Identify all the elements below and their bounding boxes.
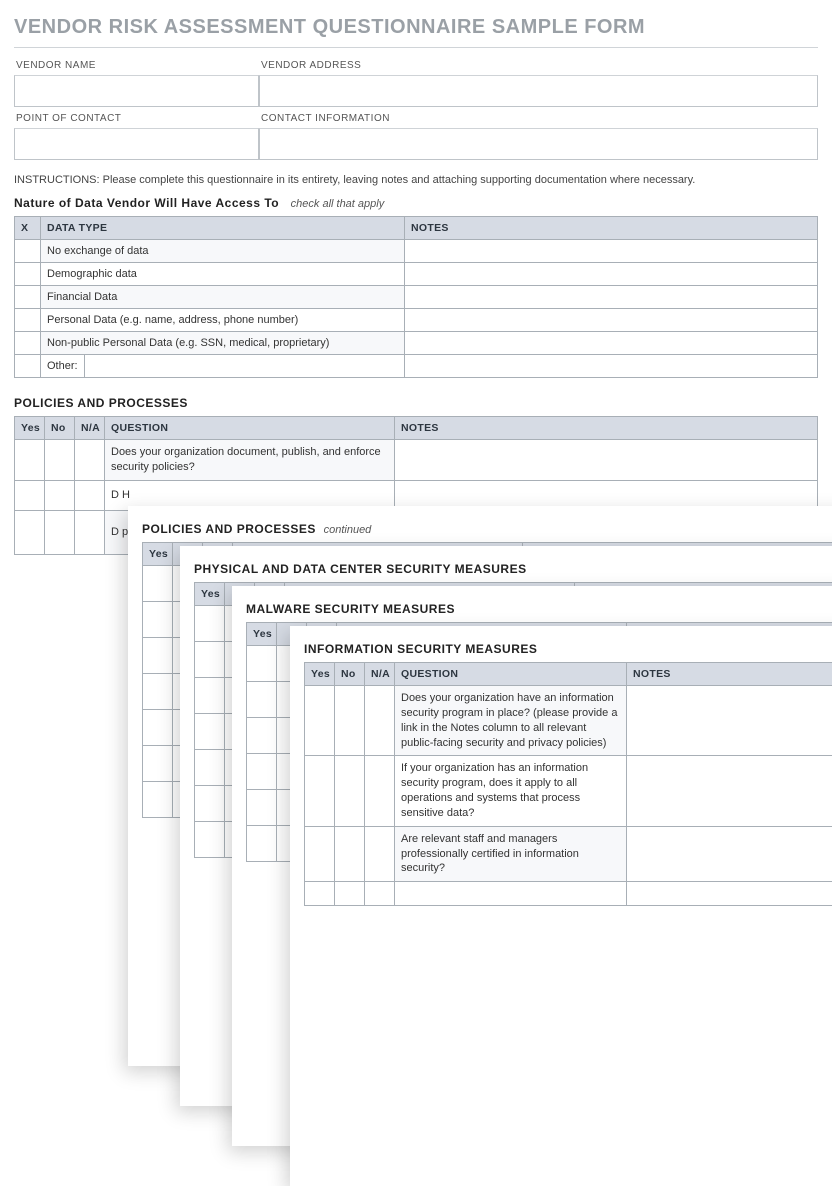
vendor-name-label: VENDOR NAME (14, 58, 259, 75)
form-title: VENDOR RISK ASSESSMENT QUESTIONNAIRE SAM… (14, 12, 818, 48)
notes-cell[interactable] (405, 263, 818, 286)
data-access-title: Nature of Data Vendor Will Have Access T… (14, 196, 818, 210)
field-vendor-name: VENDOR NAME (14, 58, 259, 107)
no-cell[interactable] (45, 510, 75, 554)
info-table: Yes No N/A QUESTION NOTES Does your orga… (304, 662, 832, 906)
yes-cell[interactable] (305, 686, 335, 756)
no-cell[interactable] (335, 686, 365, 756)
yes-cell[interactable] (305, 882, 335, 906)
col-no: No (45, 417, 75, 440)
col-no: No (335, 663, 365, 686)
na-cell[interactable] (365, 882, 395, 906)
data-type-cell: Demographic data (41, 263, 405, 286)
col-yes: Yes (143, 543, 173, 566)
notes-cell[interactable] (627, 882, 832, 906)
no-cell[interactable] (45, 480, 75, 510)
poc-label: POINT OF CONTACT (14, 111, 259, 128)
na-cell[interactable] (75, 510, 105, 554)
contact-info-label: CONTACT INFORMATION (259, 111, 818, 128)
continued-label: continued (324, 524, 372, 536)
na-cell[interactable] (75, 480, 105, 510)
malware-title: MALWARE SECURITY MEASURES (246, 602, 832, 616)
check-cell[interactable] (15, 263, 41, 286)
notes-cell[interactable] (627, 826, 832, 882)
form-page-5: INFORMATION SECURITY MEASURES Yes No N/A… (290, 626, 832, 1186)
col-yes: Yes (247, 623, 277, 646)
data-type-cell: Personal Data (e.g. name, address, phone… (41, 309, 405, 332)
no-cell[interactable] (335, 882, 365, 906)
notes-cell[interactable] (405, 286, 818, 309)
data-type-cell: No exchange of data (41, 240, 405, 263)
data-type-table: X DATA TYPE NOTES No exchange of data De… (14, 216, 818, 378)
check-cell[interactable] (15, 332, 41, 355)
data-access-title-text: Nature of Data Vendor Will Have Access T… (14, 196, 279, 210)
check-cell[interactable] (15, 309, 41, 332)
col-question: QUESTION (395, 663, 627, 686)
policies-cont-title: POLICIES AND PROCESSES continued (142, 522, 832, 536)
yes-cell[interactable] (143, 566, 173, 602)
yes-cell[interactable] (15, 480, 45, 510)
col-yes: Yes (15, 417, 45, 440)
field-contact-info: CONTACT INFORMATION (259, 111, 818, 160)
na-cell[interactable] (365, 756, 395, 826)
field-row-1: VENDOR NAME VENDOR ADDRESS (14, 58, 818, 107)
question-cell: If your organization has an information … (395, 756, 627, 826)
notes-cell[interactable] (405, 332, 818, 355)
notes-cell[interactable] (405, 309, 818, 332)
na-cell[interactable] (365, 826, 395, 882)
no-cell[interactable] (45, 440, 75, 481)
check-cell[interactable] (15, 240, 41, 263)
check-cell[interactable] (15, 286, 41, 309)
physical-title: PHYSICAL AND DATA CENTER SECURITY MEASUR… (194, 562, 832, 576)
field-row-2: POINT OF CONTACT CONTACT INFORMATION (14, 111, 818, 160)
policies-title: POLICIES AND PROCESSES (14, 396, 818, 410)
col-notes: NOTES (405, 217, 818, 240)
col-x: X (15, 217, 41, 240)
instructions-text: INSTRUCTIONS: Please complete this quest… (14, 174, 818, 186)
yes-cell[interactable] (15, 440, 45, 481)
data-type-cell: Non-public Personal Data (e.g. SSN, medi… (41, 332, 405, 355)
data-type-cell: Other: (41, 355, 405, 378)
check-cell[interactable] (15, 355, 41, 378)
question-cell (395, 882, 627, 906)
col-yes: Yes (305, 663, 335, 686)
contact-info-input[interactable] (259, 128, 818, 160)
yes-cell[interactable] (305, 826, 335, 882)
poc-input[interactable] (14, 128, 259, 160)
col-notes: NOTES (627, 663, 832, 686)
data-type-cell: Financial Data (41, 286, 405, 309)
notes-cell[interactable] (405, 240, 818, 263)
field-poc: POINT OF CONTACT (14, 111, 259, 160)
question-cell: Are relevant staff and managers professi… (395, 826, 627, 882)
no-cell[interactable] (335, 826, 365, 882)
notes-cell[interactable] (627, 686, 832, 756)
no-cell[interactable] (335, 756, 365, 826)
na-cell[interactable] (365, 686, 395, 756)
col-na: N/A (365, 663, 395, 686)
col-data-type: DATA TYPE (41, 217, 405, 240)
data-access-hint: check all that apply (291, 198, 385, 210)
field-vendor-address: VENDOR ADDRESS (259, 58, 818, 107)
col-yes: Yes (195, 583, 225, 606)
notes-cell[interactable] (405, 355, 818, 378)
policies-cont-text: POLICIES AND PROCESSES (142, 522, 316, 536)
vendor-name-input[interactable] (14, 75, 259, 107)
col-notes: NOTES (395, 417, 818, 440)
col-question: QUESTION (105, 417, 395, 440)
col-na: N/A (75, 417, 105, 440)
other-label: Other: (41, 355, 85, 377)
yes-cell[interactable] (305, 756, 335, 826)
other-input[interactable] (85, 355, 404, 377)
question-cell: Does your organization document, publish… (105, 440, 395, 481)
notes-cell[interactable] (395, 440, 818, 481)
vendor-address-label: VENDOR ADDRESS (259, 58, 818, 75)
question-cell: Does your organization have an informati… (395, 686, 627, 756)
info-title: INFORMATION SECURITY MEASURES (304, 642, 832, 656)
yes-cell[interactable] (15, 510, 45, 554)
vendor-address-input[interactable] (259, 75, 818, 107)
notes-cell[interactable] (627, 756, 832, 826)
na-cell[interactable] (75, 440, 105, 481)
